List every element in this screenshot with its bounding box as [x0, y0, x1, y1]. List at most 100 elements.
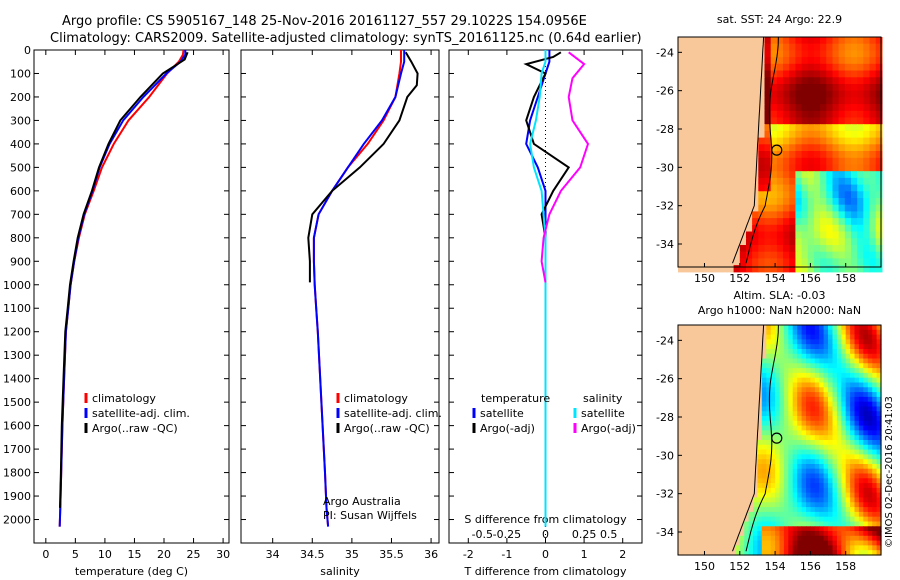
map-cell	[841, 497, 847, 503]
map-cell	[721, 70, 728, 78]
map-cell	[807, 137, 815, 145]
map-cell	[775, 449, 781, 455]
map-cell	[721, 245, 728, 253]
map-cell	[715, 130, 722, 139]
map-cell	[797, 329, 803, 336]
map-cell	[678, 157, 685, 166]
map-cell	[700, 440, 706, 446]
map-cell	[770, 130, 778, 139]
map-cell	[826, 50, 834, 58]
map-cell	[813, 171, 821, 179]
map-cell	[739, 492, 745, 499]
map-cell	[844, 191, 852, 199]
map-cell	[690, 137, 698, 145]
map-cell	[863, 401, 869, 408]
map-cell	[775, 550, 781, 556]
map-x-tick-label: 156	[800, 272, 821, 285]
map-cell	[713, 425, 719, 431]
map-cell	[700, 507, 706, 513]
map-cell	[828, 372, 833, 379]
map-cell	[806, 325, 811, 331]
map-cell	[700, 516, 706, 523]
map-cell	[789, 211, 796, 219]
map-cell	[748, 368, 754, 374]
map-cell	[876, 464, 882, 470]
map-cell	[764, 224, 772, 233]
map-cell	[678, 396, 683, 403]
map-cell	[766, 329, 772, 336]
map-cell	[783, 473, 789, 479]
map-cell	[854, 464, 860, 470]
map-cell	[739, 440, 745, 446]
map-cell	[695, 502, 701, 508]
map-cell	[766, 358, 772, 364]
map-cell	[713, 392, 719, 398]
map-cell	[748, 325, 754, 331]
map-cell	[735, 478, 741, 484]
map-cell	[863, 353, 869, 360]
map-cell	[770, 502, 776, 508]
map-cell	[731, 440, 736, 446]
x-tick-label: 34	[266, 548, 280, 561]
map-cell	[715, 157, 722, 166]
map-cell	[838, 104, 846, 112]
map-cell	[876, 401, 882, 408]
map-cell	[726, 325, 732, 331]
map-cell	[826, 224, 834, 233]
map-x-tick-label: 152	[729, 272, 750, 285]
map-cell	[801, 382, 807, 388]
map-cell	[841, 550, 847, 556]
map-cell	[783, 104, 790, 112]
map-cell	[845, 325, 851, 331]
map-cell	[722, 416, 728, 422]
map-cell	[704, 344, 710, 350]
map-cell	[717, 540, 723, 546]
map-cell	[832, 502, 838, 508]
map-cell	[713, 468, 719, 475]
map-cell	[826, 43, 834, 51]
map-cell	[875, 231, 883, 239]
map-cell	[746, 265, 753, 273]
map-cell	[810, 401, 816, 408]
map-cell	[779, 396, 785, 403]
map-cell	[826, 164, 834, 172]
map-cell	[795, 218, 803, 226]
map-cell	[806, 372, 811, 379]
map-cell	[691, 334, 697, 340]
map-cell	[795, 238, 803, 246]
map-cell	[869, 211, 877, 219]
map-cell	[783, 526, 789, 532]
map-cell	[746, 191, 753, 199]
map-cell	[726, 502, 732, 508]
map-cell	[766, 487, 772, 494]
map-cell	[764, 164, 772, 172]
map-cell	[678, 37, 685, 45]
map-cell	[733, 104, 741, 112]
map-cell	[739, 184, 747, 192]
map-cell	[722, 377, 728, 384]
map-cell	[678, 104, 685, 112]
map-cell	[854, 435, 860, 441]
map-cell	[826, 218, 834, 226]
map-cell	[832, 464, 838, 470]
map-cell	[857, 218, 864, 226]
map-cell	[757, 521, 763, 527]
map-cell	[814, 449, 820, 455]
map-cell	[795, 164, 803, 172]
map-cell	[678, 540, 683, 546]
map-cell	[766, 531, 772, 537]
map-cell	[788, 349, 794, 355]
plot-frame	[240, 49, 440, 544]
map-cell	[744, 396, 750, 403]
map-cell	[717, 526, 723, 532]
map-cell	[838, 43, 846, 51]
map-cell	[851, 231, 858, 239]
map-cell	[764, 110, 772, 119]
map-cell	[726, 531, 732, 537]
map-cell	[684, 151, 691, 159]
map-cell	[757, 358, 763, 364]
map-cell	[869, 245, 877, 253]
map-cell	[735, 468, 741, 475]
map-cell	[828, 406, 833, 412]
map-cell	[753, 329, 758, 336]
